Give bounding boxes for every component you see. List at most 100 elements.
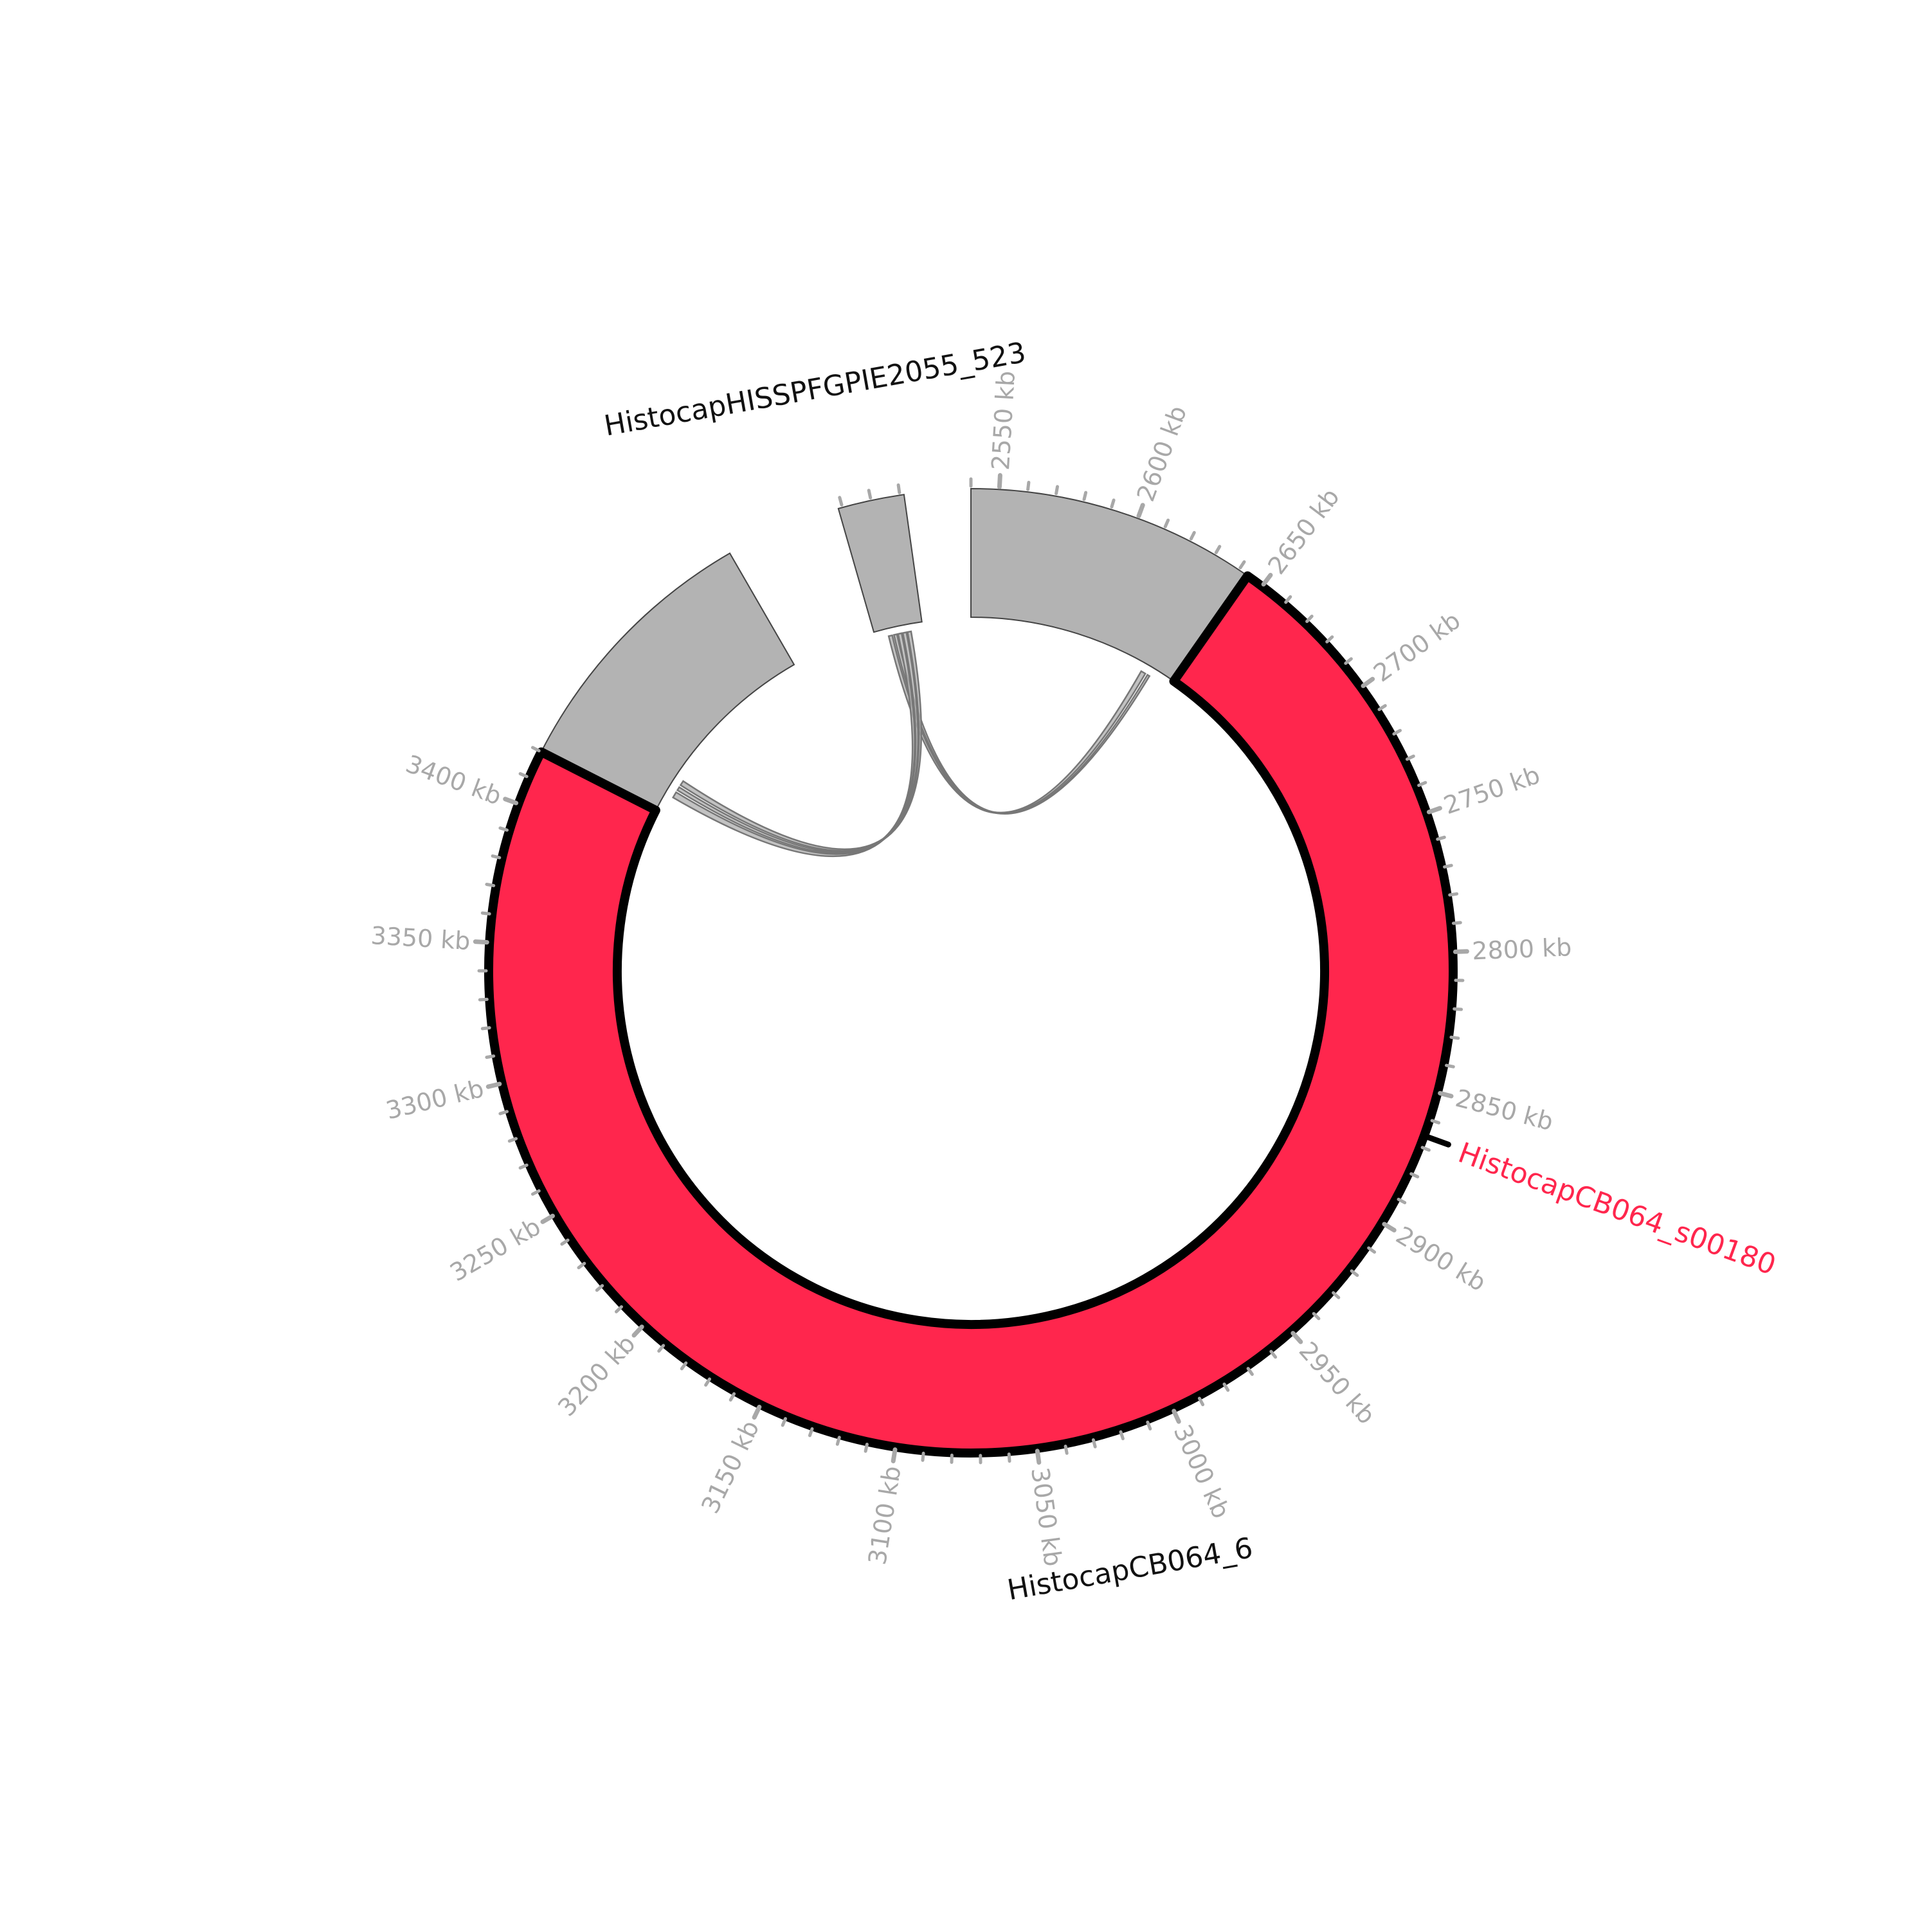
scale-tick	[1445, 865, 1452, 867]
scale-tick	[1037, 1451, 1039, 1463]
scale-label: 3150 kb	[696, 1416, 765, 1518]
scale-label: 2900 kb	[1391, 1221, 1491, 1297]
scale-label: 2700 kb	[1368, 606, 1465, 688]
scale-label: 3350 kb	[370, 921, 471, 955]
scale-label: 3300 kb	[383, 1074, 487, 1125]
scale-tick	[1121, 1432, 1123, 1439]
scale-tick	[505, 799, 516, 803]
segments-layer	[489, 489, 1453, 1453]
scale-tick	[1399, 1199, 1405, 1202]
scale-tick	[1271, 1351, 1276, 1357]
scale-tick	[488, 1084, 500, 1087]
scale-tick	[682, 1363, 686, 1369]
contig-label-small: HistocapHISSPFGPIE2055_523	[602, 336, 1028, 443]
scale-tick	[1314, 1314, 1319, 1319]
scale-tick	[1165, 520, 1168, 527]
scale-tick	[1440, 1093, 1451, 1096]
scale-label: 2850 kb	[1453, 1084, 1556, 1137]
scale-tick	[1248, 1369, 1252, 1375]
scale-label: 2950 kb	[1294, 1336, 1381, 1429]
scale-tick	[562, 1240, 568, 1244]
scale-tick	[999, 475, 1000, 487]
scale-tick	[1093, 1440, 1095, 1447]
contig-segment-small	[838, 494, 922, 632]
scale-tick	[475, 942, 487, 943]
scale-label: 3000 kb	[1168, 1420, 1236, 1522]
scale-tick	[1286, 597, 1291, 602]
feature-label: HistocapCB064_s00180	[1454, 1136, 1780, 1281]
scale-tick	[597, 1286, 602, 1290]
scale-tick	[869, 491, 871, 498]
scale-label: 2600 kb	[1131, 402, 1192, 505]
scale-tick	[1065, 1447, 1067, 1454]
scale-tick	[1240, 562, 1244, 568]
scale-tick	[893, 1450, 895, 1461]
scale-tick	[1009, 1454, 1010, 1461]
scale-tick	[493, 856, 500, 858]
scale-label: 3050 kb	[1026, 1466, 1067, 1568]
scale-tick	[634, 1327, 642, 1335]
scale-tick	[1216, 546, 1220, 553]
scale-label: 3200 kb	[552, 1330, 641, 1422]
scale-tick	[1384, 1224, 1394, 1230]
scale-tick	[500, 1112, 507, 1114]
scale-tick	[482, 913, 489, 914]
scale-tick	[865, 1445, 867, 1452]
scale-tick	[837, 1438, 839, 1445]
scale-tick	[482, 1028, 489, 1029]
scale-tick	[840, 498, 842, 505]
scale-tick	[1293, 1333, 1301, 1342]
scale-tick	[1346, 659, 1352, 664]
scale-label: 3250 kb	[445, 1212, 545, 1286]
scale-tick	[730, 1394, 734, 1400]
scale-tick	[579, 1263, 584, 1268]
scale-tick	[543, 1216, 553, 1222]
scale-tick	[1438, 837, 1445, 839]
scale-tick	[1028, 482, 1029, 489]
scale-tick	[1379, 706, 1385, 710]
scale-label: 3100 kb	[863, 1464, 907, 1567]
scale-tick	[1450, 894, 1457, 895]
scale-label: 2800 kb	[1472, 933, 1573, 965]
scale-tick	[487, 1056, 494, 1058]
scale-tick	[1191, 532, 1194, 539]
scale-tick	[1429, 808, 1440, 812]
scale-label: 2650 kb	[1262, 483, 1345, 579]
scale-tick	[1084, 492, 1086, 500]
scale-tick	[810, 1429, 812, 1435]
scale-tick	[1174, 1411, 1179, 1422]
scale-tick	[1139, 505, 1143, 516]
scale-tick	[1352, 1271, 1357, 1276]
scale-tick	[1447, 1065, 1454, 1067]
feature-marker	[1426, 1136, 1449, 1144]
scale-tick	[1407, 756, 1413, 759]
scale-label: 3400 kb	[402, 750, 505, 811]
scale-tick	[532, 1191, 539, 1194]
scale-tick	[1224, 1384, 1228, 1390]
scale-tick	[1394, 730, 1400, 734]
scale-tick	[1263, 575, 1271, 584]
scale-tick	[480, 999, 487, 1000]
scale-tick	[1363, 679, 1373, 686]
scale-label: 2550 kb	[986, 370, 1020, 471]
scale-tick	[1327, 637, 1332, 642]
scale-tick	[1307, 617, 1312, 622]
ticks-layer	[475, 475, 1467, 1463]
link-ribbon	[889, 635, 1145, 813]
scale-tick	[1056, 487, 1058, 494]
scale-tick	[1112, 500, 1114, 507]
scale-tick	[1432, 1121, 1439, 1123]
scale-tick	[898, 485, 900, 492]
scale-tick	[1334, 1293, 1339, 1297]
scale-tick	[509, 1139, 516, 1141]
scale-label: 2750 kb	[1440, 761, 1544, 820]
scale-tick	[1451, 1037, 1458, 1038]
scale-tick	[706, 1379, 710, 1385]
scale-tick	[659, 1346, 664, 1351]
scale-tick	[500, 828, 507, 830]
scale-tick	[532, 748, 539, 751]
scale-tick	[617, 1307, 622, 1312]
scale-tick	[754, 1407, 759, 1417]
